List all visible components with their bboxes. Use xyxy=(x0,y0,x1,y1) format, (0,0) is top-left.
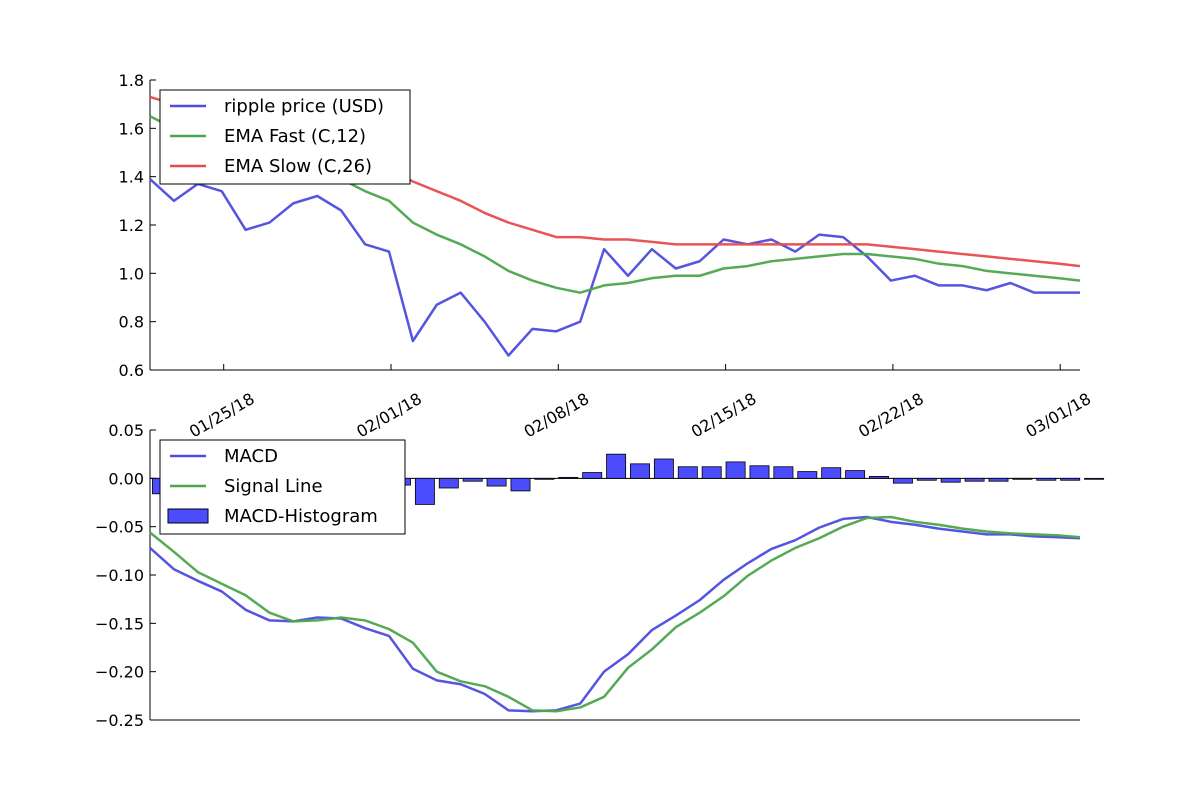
legend-label: EMA Fast (C,12) xyxy=(224,126,366,147)
y-tick-label: −0.15 xyxy=(95,614,144,633)
x-tick-label: 02/01/18 xyxy=(353,389,425,441)
histogram-bar xyxy=(582,472,603,479)
price-panel: 0.6 0.8 1.0 1.2 1.4 1.6 1.8 01/25/18 02/01/18 02/… xyxy=(119,71,1095,441)
x-tick-label: 02/15/18 xyxy=(688,389,760,441)
x-tick-label: 02/08/18 xyxy=(521,389,593,441)
histogram-bar xyxy=(964,477,985,482)
histogram-bar xyxy=(749,465,770,479)
histogram-bar xyxy=(558,476,579,479)
macd-panel: 0.05 0.00 −0.05 −0.10 −0.15 −0.20 −0.25 MACD Sig… xyxy=(95,421,1105,730)
x-tick-label: 02/22/18 xyxy=(855,389,927,441)
histogram-bar xyxy=(797,471,818,479)
histogram-bar xyxy=(701,466,722,479)
y-tick-label: 1.4 xyxy=(119,168,144,187)
histogram-bar xyxy=(869,475,889,479)
histogram-bar xyxy=(630,463,650,479)
legend-label: MACD xyxy=(224,446,278,467)
histogram-bar xyxy=(845,470,866,479)
histogram-bar xyxy=(1012,477,1033,480)
histogram-bar xyxy=(414,477,435,505)
histogram-bar xyxy=(653,458,674,479)
histogram-bar xyxy=(1084,477,1105,480)
histogram-bar xyxy=(1036,477,1057,481)
series-line-ripple-price-usd- xyxy=(149,178,1080,357)
legend-swatch xyxy=(167,508,209,524)
y-tick-label: 1.6 xyxy=(119,119,144,138)
histogram-bar xyxy=(606,453,627,479)
x-tick-label: 01/25/18 xyxy=(186,389,258,441)
histogram-bar xyxy=(677,466,698,479)
histogram-bar xyxy=(916,477,937,481)
histogram-bar xyxy=(821,467,842,479)
histogram-bar xyxy=(988,477,1009,482)
histogram-bar xyxy=(462,477,483,482)
legend-label: EMA Slow (C,26) xyxy=(224,156,372,177)
y-tick-label: 0.05 xyxy=(108,421,144,440)
legend-label: ripple price (USD) xyxy=(224,96,384,117)
legend-label: Signal Line xyxy=(224,476,323,497)
y-tick-label: 0.6 xyxy=(119,361,144,380)
series-line-macd xyxy=(149,515,1081,713)
histogram-bar xyxy=(725,461,746,479)
histogram-bar xyxy=(438,477,459,489)
histogram-bar xyxy=(940,477,961,483)
y-tick-label: 0.00 xyxy=(108,469,144,488)
y-tick-label: 0.8 xyxy=(119,313,144,332)
y-tick-label: −0.10 xyxy=(95,566,144,585)
histogram-bar xyxy=(1060,477,1081,481)
histogram-bar xyxy=(510,477,531,492)
y-tick-label: −0.05 xyxy=(95,518,144,537)
y-tick-label: 1.0 xyxy=(119,264,144,283)
y-tick-label: 1.2 xyxy=(119,216,144,235)
y-tick-label: 1.8 xyxy=(119,71,144,90)
histogram-bar xyxy=(892,477,913,484)
histogram-bar xyxy=(486,477,507,487)
histogram-bar xyxy=(773,466,794,479)
x-tick-label: 03/01/18 xyxy=(1022,389,1094,441)
legend-label: MACD-Histogram xyxy=(224,506,378,527)
series-line-signal-line xyxy=(149,515,1081,713)
y-tick-label: −0.20 xyxy=(95,663,144,682)
y-tick-label: −0.25 xyxy=(95,711,144,730)
histogram-bar xyxy=(534,477,555,480)
